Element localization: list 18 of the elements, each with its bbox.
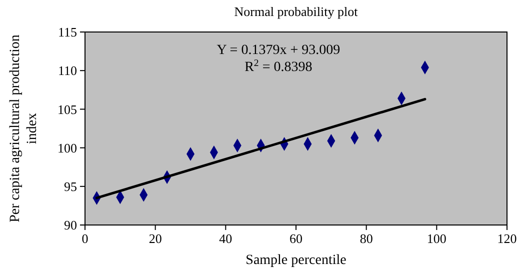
annotation: R$^{2}$ = 0.8398	[244, 58, 312, 75]
chart-title: Normal probability plot	[234, 4, 358, 19]
x-tick-label: 40	[219, 231, 232, 246]
x-axis-title: Sample percentile	[246, 253, 346, 268]
x-tick-label: 0	[82, 231, 88, 246]
x-tick-label: 120	[497, 231, 517, 246]
x-tick-label: 20	[148, 231, 162, 246]
annotation: Y = 0.1379x + 93.009	[216, 43, 340, 58]
x-tick-label: 60	[290, 231, 302, 246]
x-tick-label: 100	[426, 231, 446, 246]
y-axis-title: Per capita agricultural production index	[7, 34, 41, 224]
y-tick-label: 90	[64, 218, 77, 233]
y-tick-label: 105	[58, 102, 77, 117]
y-tick-label: 110	[58, 63, 77, 78]
y-tick-label: 115	[58, 24, 77, 40]
x-tick-label: 80	[360, 231, 373, 246]
y-tick-label: 100	[58, 140, 77, 156]
y-tick-label: 95	[64, 178, 77, 194]
